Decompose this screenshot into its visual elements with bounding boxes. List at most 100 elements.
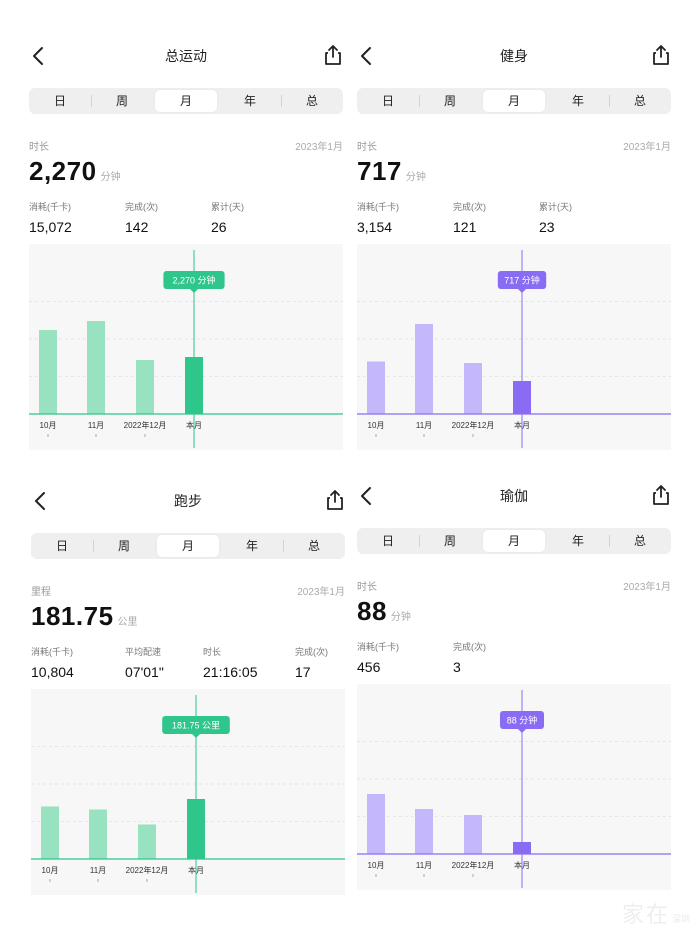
share-icon[interactable] xyxy=(325,489,345,511)
stat-item: 完成(次) 3 xyxy=(453,640,486,675)
metric-unit: 分钟 xyxy=(390,612,411,623)
tab-day[interactable]: 日 xyxy=(381,534,394,548)
stat-item: 消耗(千卡) 456 xyxy=(357,640,399,675)
tab-year[interactable]: 年 xyxy=(571,94,584,108)
tooltip-arrow xyxy=(190,289,198,293)
period-tabs: 日 周月 年 总 xyxy=(357,528,671,554)
stat-value: 456 xyxy=(357,659,381,675)
bar-0 xyxy=(39,330,57,414)
metric-label: 时长 xyxy=(357,582,377,593)
tab-total[interactable]: 总 xyxy=(609,88,671,114)
x-tick-label: 11月 xyxy=(90,866,106,875)
monthly-bar-chart: 10月 11月 2022年12月 本月 88 分钟 xyxy=(357,684,671,890)
tab-year[interactable]: 年 xyxy=(571,534,584,548)
tooltip-box xyxy=(500,711,544,729)
watermark: 家在 深圳 xyxy=(621,903,690,928)
tab-month[interactable]: 月 xyxy=(155,90,217,112)
back-chevron-icon[interactable] xyxy=(357,484,377,508)
metric-value: 717 xyxy=(357,156,402,186)
tab-week[interactable]: 周 xyxy=(419,528,481,554)
share-icon[interactable] xyxy=(651,484,671,506)
monthly-bar-chart: 10月 11月 2022年12月 本月 717 分钟 xyxy=(357,244,671,450)
tab-total[interactable]: 总 xyxy=(283,533,345,559)
stat-label: 平均配速 xyxy=(125,647,162,657)
stats-row: 消耗(千卡) 456 完成(次) 3 xyxy=(357,640,671,682)
x-tick-label: 11月 xyxy=(88,421,104,430)
metric-unit: 分钟 xyxy=(100,172,121,183)
back-chevron-icon[interactable] xyxy=(357,44,377,68)
stat-value: 3,154 xyxy=(357,219,393,235)
stat-value: 121 xyxy=(453,219,477,235)
stat-label: 完成(次) xyxy=(453,642,486,652)
stat-label: 消耗(千卡) xyxy=(31,647,73,657)
tab-day[interactable]: 日 xyxy=(55,539,68,553)
tab-month[interactable]: 月 xyxy=(157,535,219,557)
metric-total: 88 分钟 xyxy=(357,596,671,632)
panel-header: 瑜伽 xyxy=(357,470,671,520)
tab-month[interactable]: 月 xyxy=(483,530,545,552)
bar-1 xyxy=(89,809,107,859)
stats-row: 消耗(千卡) 3,154 完成(次) 121 累计(天) 23 xyxy=(357,200,671,242)
period-date: 2023年1月 xyxy=(623,142,671,153)
metric-value: 181.75 xyxy=(31,601,114,631)
metric-total: 2,270 分钟 xyxy=(29,156,343,192)
period-date: 2023年1月 xyxy=(297,587,345,598)
tab-week[interactable]: 周 xyxy=(93,533,155,559)
tooltip-arrow xyxy=(518,729,526,733)
metric-label: 时长 xyxy=(29,142,49,153)
panel-header: 健身 xyxy=(357,30,671,80)
stat-value: 23 xyxy=(539,219,555,235)
stat-label: 消耗(千卡) xyxy=(357,202,399,212)
x-tick-label: 2022年12月 xyxy=(452,860,495,870)
stat-label: 完成(次) xyxy=(453,202,486,212)
bar-2 xyxy=(136,360,154,414)
share-icon[interactable] xyxy=(323,44,343,66)
tab-week[interactable]: 周 xyxy=(419,88,481,114)
stat-value: 21:16:05 xyxy=(203,664,258,680)
bar-1 xyxy=(415,809,433,854)
metric-total: 717 分钟 xyxy=(357,156,671,192)
stats-row: 消耗(千卡) 15,072 完成(次) 142 累计(天) 26 xyxy=(29,200,343,242)
metric-label: 里程 xyxy=(31,587,51,598)
metric-total: 181.75 公里 xyxy=(31,601,345,637)
period-tabs: 日 周月 年 总 xyxy=(29,88,343,114)
tab-year[interactable]: 年 xyxy=(243,94,256,108)
back-chevron-icon[interactable] xyxy=(29,44,49,68)
tab-total[interactable]: 总 xyxy=(609,528,671,554)
tab-week[interactable]: 周 xyxy=(91,88,153,114)
x-tick-label: 10月 xyxy=(42,866,59,875)
stat-value: 07'01" xyxy=(125,664,164,680)
page-title: 跑步 xyxy=(174,493,202,509)
tab-day[interactable]: 日 xyxy=(381,94,394,108)
metric-meta-row: 时长 2023年1月 xyxy=(357,134,671,154)
monthly-bar-chart: 10月 11月 2022年12月 本月 181.75 公里 xyxy=(31,689,345,895)
metric-unit: 公里 xyxy=(117,617,138,628)
tab-year[interactable]: 年 xyxy=(245,539,258,553)
panel-header: 总运动 xyxy=(29,30,343,80)
stat-item: 消耗(千卡) 15,072 xyxy=(29,200,72,235)
tooltip-box xyxy=(162,716,230,734)
tab-total[interactable]: 总 xyxy=(281,88,343,114)
bar-2 xyxy=(464,815,482,854)
metric-meta-row: 时长 2023年1月 xyxy=(29,134,343,154)
stat-value: 17 xyxy=(295,664,311,680)
period-date: 2023年1月 xyxy=(295,142,343,153)
share-icon[interactable] xyxy=(651,44,671,66)
stat-item: 累计(天) 26 xyxy=(211,200,244,235)
bar-2 xyxy=(138,824,156,859)
x-tick-label: 2022年12月 xyxy=(124,420,167,430)
bar-0 xyxy=(367,361,385,414)
back-chevron-icon[interactable] xyxy=(31,489,51,513)
stat-value: 10,804 xyxy=(31,664,74,680)
tab-day[interactable]: 日 xyxy=(53,94,66,108)
stat-label: 完成(次) xyxy=(125,202,158,212)
stat-label: 完成(次) xyxy=(295,647,328,657)
stat-item: 完成(次) 142 xyxy=(125,200,158,235)
x-tick-label: 11月 xyxy=(416,421,432,430)
panel-yoga: 瑜伽日 周月 年 总时长 2023年1月 88 分钟 消耗(千卡) 456 完成(次) 3 10月 11… xyxy=(357,470,671,890)
period-tabs: 日 周月 年 总 xyxy=(357,88,671,114)
metric-label: 时长 xyxy=(357,142,377,153)
tab-month[interactable]: 月 xyxy=(483,90,545,112)
stat-label: 累计(天) xyxy=(211,202,244,212)
